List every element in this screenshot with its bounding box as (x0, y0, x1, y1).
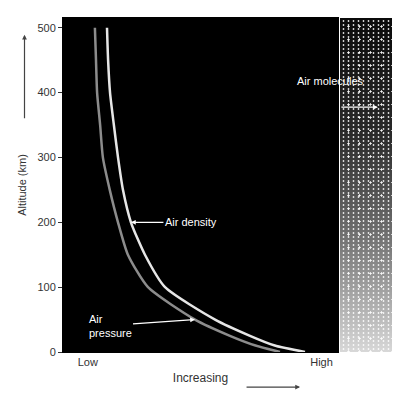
svg-text:High: High (310, 356, 333, 368)
svg-text:Air molecules: Air molecules (297, 75, 364, 87)
svg-text:300: 300 (37, 151, 55, 163)
svg-text:500: 500 (37, 22, 55, 34)
svg-text:0: 0 (50, 346, 56, 358)
svg-text:400: 400 (37, 86, 55, 98)
svg-text:Altitude (km): Altitude (km) (16, 154, 28, 216)
svg-text:Air density: Air density (165, 216, 217, 228)
svg-text:Airpressure: Airpressure (89, 313, 132, 339)
svg-text:100: 100 (37, 281, 55, 293)
svg-text:Increasing: Increasing (173, 371, 228, 385)
svg-text:Low: Low (78, 356, 98, 368)
svg-text:200: 200 (37, 216, 55, 228)
